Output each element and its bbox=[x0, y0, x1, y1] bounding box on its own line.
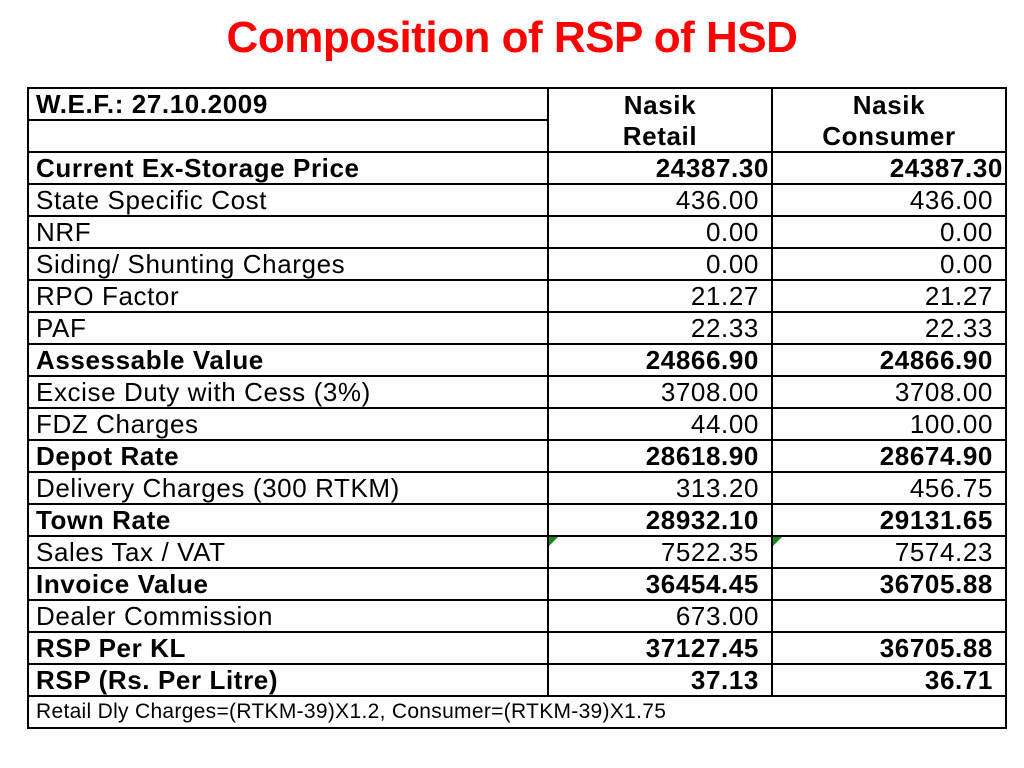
consumer-value: 28674.90 bbox=[771, 439, 1007, 473]
table-row: Depot Rate 28618.90 28674.90 bbox=[27, 439, 1007, 473]
retail-value: 24387.30 bbox=[547, 151, 773, 185]
retail-value: 21.27 bbox=[547, 279, 773, 313]
retail-value: 313.20 bbox=[547, 471, 773, 505]
consumer-value bbox=[771, 599, 1007, 633]
page-title: Composition of RSP of HSD bbox=[226, 13, 798, 62]
row-label: Dealer Commission bbox=[27, 599, 549, 633]
table-row: Current Ex-Storage Price 24387.30 24387.… bbox=[27, 151, 1007, 185]
row-label: Depot Rate bbox=[27, 439, 549, 473]
consumer-value: 21.27 bbox=[771, 279, 1007, 313]
row-label: RSP (Rs. Per Litre) bbox=[27, 663, 549, 697]
table-row: Siding/ Shunting Charges 0.00 0.00 bbox=[27, 247, 1007, 281]
consumer-value: 24866.90 bbox=[771, 343, 1007, 377]
consumer-value: 456.75 bbox=[771, 471, 1007, 505]
retail-value: 37127.45 bbox=[547, 631, 773, 665]
row-label: Siding/ Shunting Charges bbox=[27, 247, 549, 281]
table-row: Dealer Commission 673.00 bbox=[27, 599, 1007, 633]
column-header-consumer-line2: Consumer bbox=[771, 120, 1007, 153]
table-header-row: W.E.F.: 27.10.2009 Nasik Nasik bbox=[27, 87, 1007, 120]
table-row: Invoice Value 36454.45 36705.88 bbox=[27, 567, 1007, 601]
column-header-retail-line1: Nasik bbox=[547, 87, 773, 120]
consumer-value: 36705.88 bbox=[771, 631, 1007, 665]
column-header-consumer-line1: Nasik bbox=[771, 87, 1007, 120]
retail-value: 7522.35 bbox=[660, 537, 759, 567]
consumer-value: 36.71 bbox=[771, 663, 1007, 697]
table-row: Assessable Value 24866.90 24866.90 bbox=[27, 343, 1007, 377]
table-row: State Specific Cost 436.00 436.00 bbox=[27, 183, 1007, 217]
row-label: Current Ex-Storage Price bbox=[27, 151, 549, 185]
row-label: Assessable Value bbox=[27, 343, 549, 377]
row-label: Delivery Charges (300 RTKM) bbox=[27, 471, 549, 505]
table-row: Sales Tax / VAT 7522.35 7574.23 bbox=[27, 535, 1007, 569]
table-header-row-2: Retail Consumer bbox=[27, 119, 1007, 153]
consumer-value: 0.00 bbox=[771, 215, 1007, 249]
table-row: RPO Factor 21.27 21.27 bbox=[27, 279, 1007, 313]
rsp-composition-table: W.E.F.: 27.10.2009 Nasik Nasik Retail Co… bbox=[27, 87, 1007, 729]
retail-value: 673.00 bbox=[547, 599, 773, 633]
retail-value: 22.33 bbox=[547, 311, 773, 345]
consumer-value: 7574.23 bbox=[894, 537, 993, 567]
retail-value: 24866.90 bbox=[547, 343, 773, 377]
row-label: Excise Duty with Cess (3%) bbox=[27, 375, 549, 409]
header-empty-cell bbox=[27, 119, 549, 153]
row-label: Sales Tax / VAT bbox=[27, 535, 549, 569]
retail-value: 37.13 bbox=[547, 663, 773, 697]
consumer-value: 22.33 bbox=[771, 311, 1007, 345]
row-label: State Specific Cost bbox=[27, 183, 549, 217]
table-row: Town Rate 28932.10 29131.65 bbox=[27, 503, 1007, 537]
footnote: Retail Dly Charges=(RTKM-39)X1.2, Consum… bbox=[27, 695, 1007, 729]
consumer-value: 24387.30 bbox=[771, 151, 1007, 185]
retail-value: 3708.00 bbox=[547, 375, 773, 409]
retail-value: 0.00 bbox=[547, 215, 773, 249]
consumer-value: 100.00 bbox=[771, 407, 1007, 441]
table-row: RSP Per KL 37127.45 36705.88 bbox=[27, 631, 1007, 665]
consumer-value: 3708.00 bbox=[771, 375, 1007, 409]
retail-value: 28618.90 bbox=[547, 439, 773, 473]
row-label: RPO Factor bbox=[27, 279, 549, 313]
retail-value-cell: 7522.35 bbox=[547, 535, 773, 569]
retail-value: 0.00 bbox=[547, 247, 773, 281]
row-label: RSP Per KL bbox=[27, 631, 549, 665]
column-header-retail-line2: Retail bbox=[547, 120, 773, 153]
table-row: Delivery Charges (300 RTKM) 313.20 456.7… bbox=[27, 471, 1007, 505]
retail-value: 36454.45 bbox=[547, 567, 773, 601]
retail-value: 436.00 bbox=[547, 183, 773, 217]
table-row: FDZ Charges 44.00 100.00 bbox=[27, 407, 1007, 441]
table-row: PAF 22.33 22.33 bbox=[27, 311, 1007, 345]
footnote-row: Retail Dly Charges=(RTKM-39)X1.2, Consum… bbox=[27, 695, 1007, 729]
consumer-value: 36705.88 bbox=[771, 567, 1007, 601]
row-label: PAF bbox=[27, 311, 549, 345]
retail-value: 28932.10 bbox=[547, 503, 773, 537]
row-label: NRF bbox=[27, 215, 549, 249]
consumer-value: 29131.65 bbox=[771, 503, 1007, 537]
comment-flag-icon bbox=[774, 538, 782, 546]
row-label: Town Rate bbox=[27, 503, 549, 537]
consumer-value-cell: 7574.23 bbox=[771, 535, 1007, 569]
row-label: Invoice Value bbox=[27, 567, 549, 601]
comment-flag-icon bbox=[550, 538, 558, 546]
consumer-value: 0.00 bbox=[771, 247, 1007, 281]
table-row: NRF 0.00 0.00 bbox=[27, 215, 1007, 249]
consumer-value: 436.00 bbox=[771, 183, 1007, 217]
table-row: Excise Duty with Cess (3%) 3708.00 3708.… bbox=[27, 375, 1007, 409]
row-label: FDZ Charges bbox=[27, 407, 549, 441]
retail-value: 44.00 bbox=[547, 407, 773, 441]
wef-date-cell: W.E.F.: 27.10.2009 bbox=[27, 87, 549, 120]
table-row: RSP (Rs. Per Litre) 37.13 36.71 bbox=[27, 663, 1007, 697]
